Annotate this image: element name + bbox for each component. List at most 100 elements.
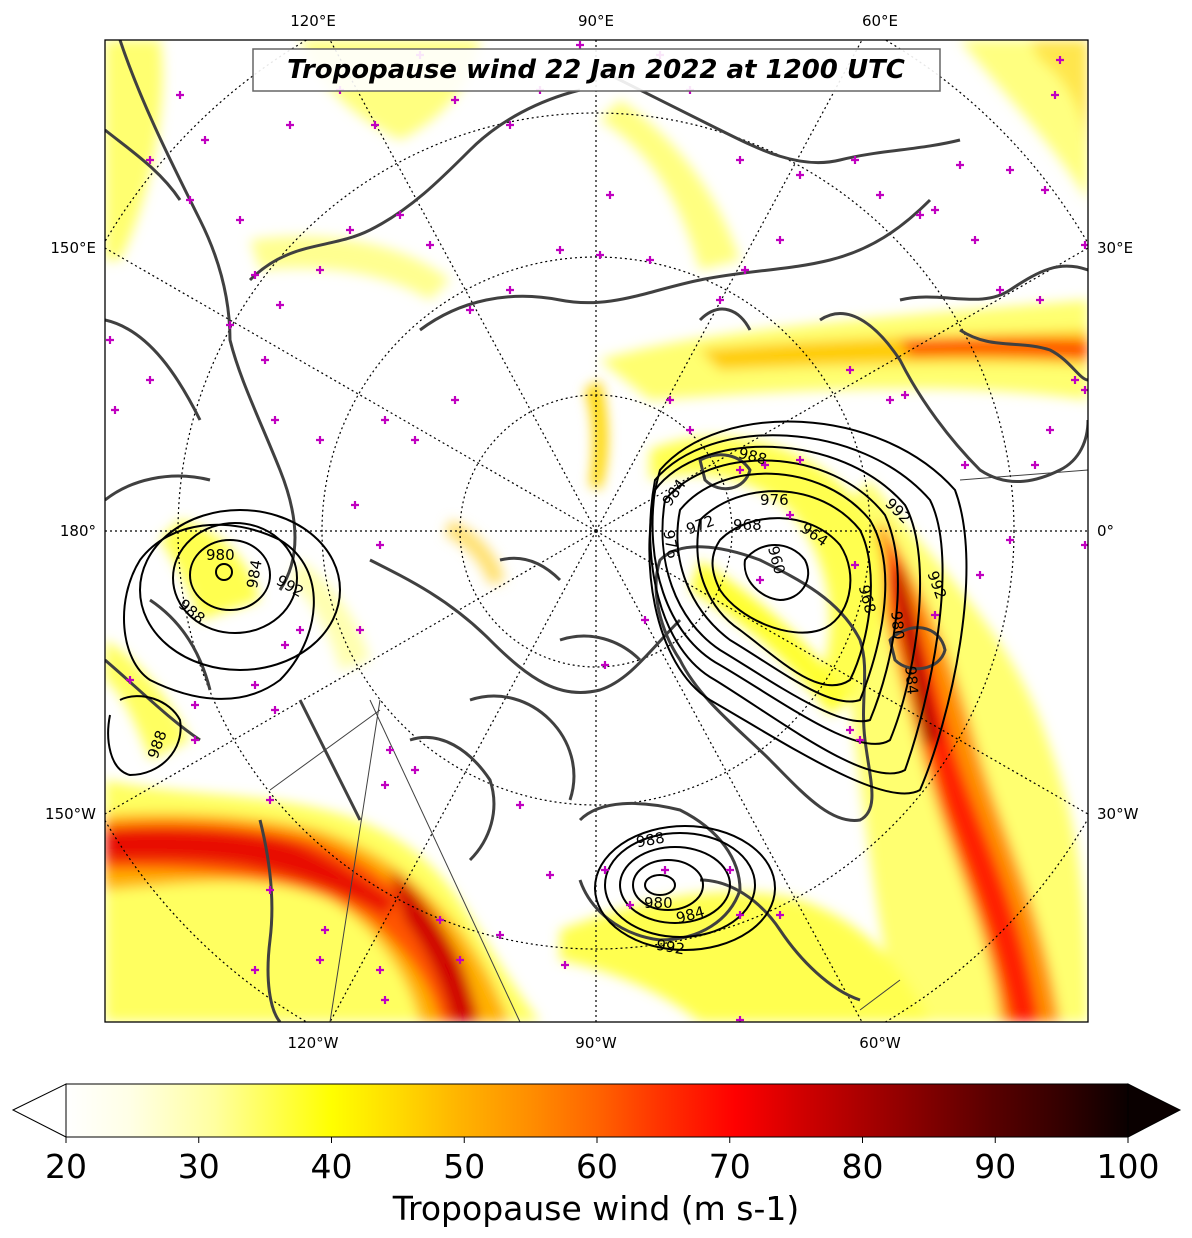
station-marker <box>226 321 234 329</box>
station-marker <box>456 956 464 964</box>
colorbar-tick-label: 80 <box>842 1147 884 1186</box>
contour-label: 980 <box>644 894 673 912</box>
station-marker <box>381 416 389 424</box>
station-marker <box>851 156 859 164</box>
station-marker <box>376 966 384 974</box>
station-marker <box>736 156 744 164</box>
station-marker <box>1006 536 1014 544</box>
station-marker <box>126 676 134 684</box>
colorbar-tick-label: 70 <box>709 1147 751 1186</box>
station-marker <box>346 226 354 234</box>
station-markers <box>106 41 1088 1022</box>
station-marker <box>381 996 389 1004</box>
station-marker <box>316 266 324 274</box>
lon-label: 0° <box>1097 522 1114 540</box>
station-marker <box>796 171 804 179</box>
station-marker <box>376 541 384 549</box>
station-marker <box>916 211 924 219</box>
station-marker <box>996 286 1004 294</box>
colorbar-tick-label: 40 <box>311 1147 353 1186</box>
station-marker <box>261 356 269 364</box>
station-marker <box>576 41 584 49</box>
station-marker <box>851 561 859 569</box>
station-marker <box>186 196 194 204</box>
colorbar-extend-min <box>11 1083 67 1138</box>
station-marker <box>451 96 459 104</box>
station-marker <box>251 271 259 279</box>
station-marker <box>436 916 444 924</box>
station-marker <box>626 901 634 909</box>
station-marker <box>726 866 734 874</box>
station-marker <box>736 466 744 474</box>
station-marker <box>761 461 769 469</box>
station-marker <box>466 306 474 314</box>
colorbar-tick-label: 60 <box>576 1147 618 1186</box>
colorbar-gradient <box>66 1084 1128 1137</box>
station-marker <box>276 301 284 309</box>
station-marker <box>716 296 724 304</box>
colorbar: 20 30 40 50 60 70 80 90 100 Tropopause wind (m s… <box>11 1083 1182 1228</box>
station-marker <box>686 426 694 434</box>
station-marker <box>1056 56 1064 64</box>
lon-label: 90°W <box>575 1034 617 1052</box>
pressure-contours <box>107 420 968 951</box>
station-marker <box>1051 91 1059 99</box>
station-marker <box>396 211 404 219</box>
station-marker <box>796 456 804 464</box>
station-marker <box>281 641 289 649</box>
station-marker <box>451 396 459 404</box>
station-marker <box>876 191 884 199</box>
station-marker <box>856 736 864 744</box>
station-marker <box>176 91 184 99</box>
lon-label: 120°E <box>290 12 336 30</box>
colorbar-ticks: 20 30 40 50 60 70 80 90 100 <box>45 1137 1160 1186</box>
station-marker <box>546 871 554 879</box>
contour-label: 976 <box>760 491 789 509</box>
lon-label: 60°E <box>862 12 898 30</box>
station-marker <box>661 866 669 874</box>
station-marker <box>846 726 854 734</box>
station-marker <box>776 236 784 244</box>
station-marker <box>321 926 329 934</box>
borders <box>269 469 1088 1022</box>
lon-label: 30°E <box>1097 239 1133 257</box>
station-marker <box>371 121 379 129</box>
station-marker <box>296 626 304 634</box>
station-marker <box>516 801 524 809</box>
station-marker <box>266 886 274 894</box>
station-marker <box>596 251 604 259</box>
station-marker <box>976 571 984 579</box>
station-marker <box>146 156 154 164</box>
station-marker <box>351 501 359 509</box>
lon-label: 30°W <box>1097 805 1139 823</box>
contour-label: 984 <box>901 665 921 695</box>
station-marker <box>191 701 199 709</box>
lon-label: 150°E <box>50 239 96 257</box>
lon-label: 120°W <box>288 1034 339 1052</box>
station-marker <box>356 626 364 634</box>
station-marker <box>741 266 749 274</box>
contour-label: 992 <box>655 936 686 959</box>
lon-label: 90°E <box>578 12 614 30</box>
map-title: Tropopause wind 22 Jan 2022 at 1200 UTC <box>252 48 941 92</box>
station-marker <box>641 616 649 624</box>
station-marker <box>316 956 324 964</box>
station-marker <box>426 241 434 249</box>
colorbar-label: Tropopause wind (m s-1) <box>392 1189 800 1228</box>
station-marker <box>901 391 909 399</box>
station-marker <box>1031 461 1039 469</box>
station-marker <box>736 1016 744 1022</box>
lon-label: 180° <box>60 522 96 540</box>
station-marker <box>846 366 854 374</box>
map-frame <box>104 39 1089 1023</box>
station-marker <box>271 416 279 424</box>
colorbar-extend-max <box>1127 1083 1182 1138</box>
station-marker <box>1046 426 1054 434</box>
colorbar-tick-label: 50 <box>443 1147 485 1186</box>
contour-label: 984 <box>243 558 266 589</box>
title-text: Tropopause wind 22 Jan 2022 at 1200 UTC <box>287 55 905 85</box>
station-marker <box>971 236 979 244</box>
station-marker <box>111 406 119 414</box>
contour-label: 968 <box>733 516 762 534</box>
contour-label: 980 <box>887 610 907 640</box>
